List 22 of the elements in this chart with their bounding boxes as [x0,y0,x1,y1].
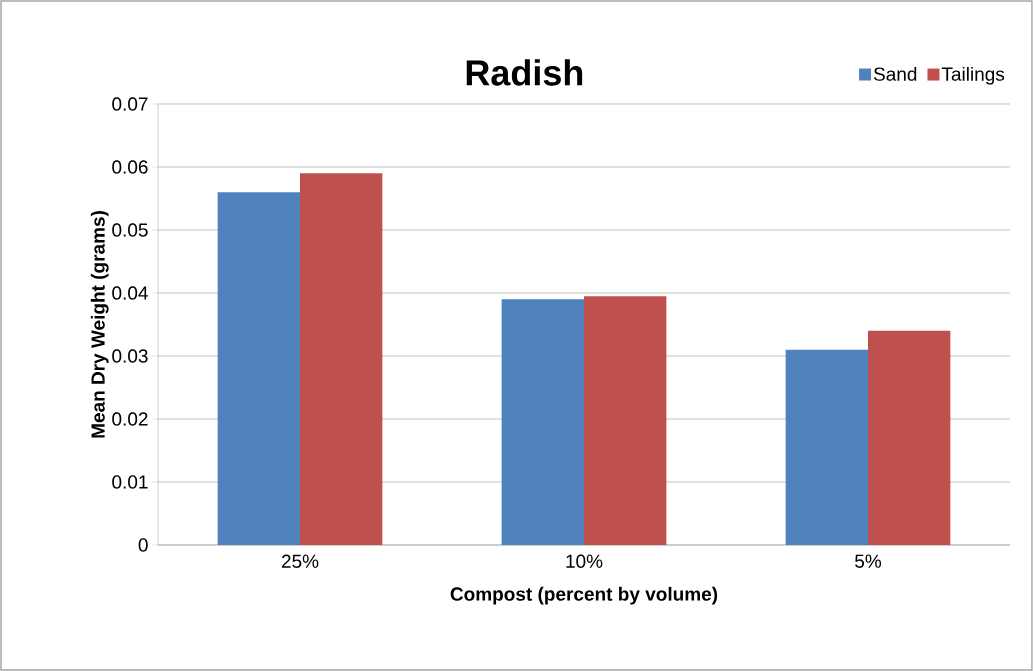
x-tick-label: 25% [281,554,319,568]
legend-label: Sand [873,66,917,81]
bar [501,299,585,545]
y-tick-label: 0 [138,538,148,552]
bar [300,173,383,545]
legend-label: Tailings [941,66,1005,85]
x-tick-label: 5% [855,554,882,568]
x-tick-label: 10% [566,554,603,568]
y-tick-label: 0.01 [112,475,148,489]
y-tick-label: 0.05 [112,223,148,237]
bar [785,349,868,545]
y-tick-label: 0.02 [112,412,148,426]
y-axis-title: Mean Dry Weight (grams) [90,211,109,438]
bar [217,192,301,545]
y-tick-label: 0.06 [112,160,148,174]
y-tick-label: 0.04 [112,286,148,300]
chart-title: Radish [466,59,583,86]
y-tick-label: 0.03 [112,349,148,363]
bar [584,296,667,545]
y-tick-label: 0.07 [112,97,148,111]
x-axis-title: Compost (percent by volume) [450,586,718,605]
bar [868,330,951,545]
